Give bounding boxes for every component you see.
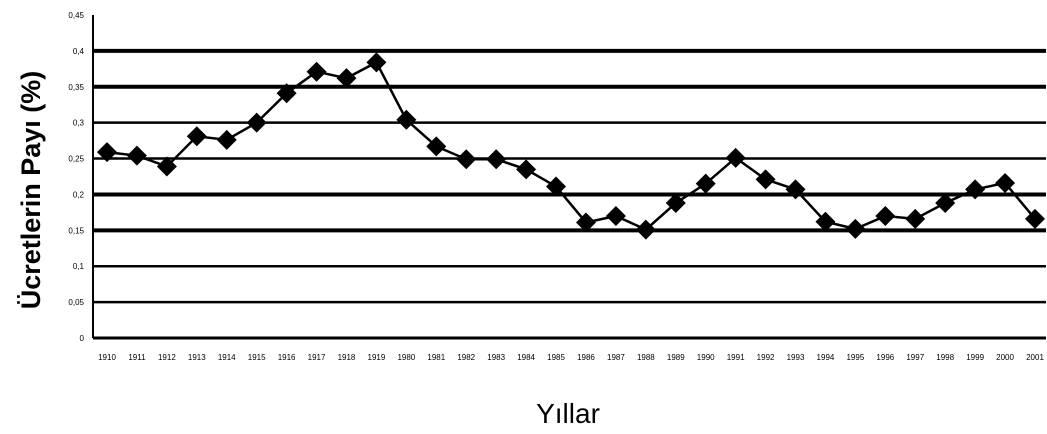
x-tick-label: 1991: [727, 353, 745, 362]
x-tick-label: 1918: [338, 353, 356, 362]
data-point-marker: [366, 52, 387, 73]
x-tick-labels: 1910 1911 1912 1913 1914 1915 1916 1917 1918 1919…: [98, 353, 1044, 362]
data-point-marker: [426, 136, 447, 157]
x-tick-label: 1997: [906, 353, 924, 362]
data-point-marker: [336, 68, 357, 89]
x-tick-label: 1910: [98, 353, 116, 362]
x-tick-label: 1915: [248, 353, 266, 362]
x-tick-label: 1995: [846, 353, 864, 362]
data-point-marker: [486, 149, 507, 170]
data-point-marker: [97, 142, 117, 163]
y-axis-label: Ücretlerin Payı (%): [16, 71, 46, 310]
x-tick-label: 1987: [607, 353, 625, 362]
data-point-marker: [725, 147, 746, 168]
data-point-marker: [216, 129, 237, 150]
x-tick-label: 1914: [218, 353, 236, 362]
data-point-marker: [1025, 208, 1045, 229]
x-tick-label: 1992: [757, 353, 775, 362]
data-point-marker: [605, 205, 626, 226]
x-tick-label: 1912: [158, 353, 176, 362]
x-tick-label: 1999: [966, 353, 984, 362]
data-point-marker: [156, 156, 177, 177]
data-point-marker: [276, 83, 297, 104]
x-tick-label: 2001: [1026, 353, 1044, 362]
y-tick-label: 0,4: [73, 47, 85, 56]
x-tick-label: 1994: [817, 353, 835, 362]
y-tick-label: 0,1: [73, 262, 85, 271]
x-tick-label: 1993: [787, 353, 805, 362]
y-tick-label: 0,35: [68, 83, 84, 92]
x-tick-label: 1989: [667, 353, 685, 362]
data-point-marker: [306, 61, 327, 82]
data-point-marker: [875, 205, 896, 226]
x-axis-label: Yıllar: [536, 398, 600, 429]
data-point-marker: [695, 173, 716, 194]
x-tick-label: 1980: [397, 353, 415, 362]
x-tick-label: 1998: [936, 353, 954, 362]
data-point-marker: [516, 159, 537, 180]
markers: [97, 52, 1045, 240]
data-point-marker: [665, 193, 686, 214]
x-tick-label: 1982: [457, 353, 475, 362]
data-point-marker: [755, 169, 776, 190]
data-point-marker: [546, 176, 567, 197]
data-point-marker: [785, 179, 806, 200]
x-tick-label: 1916: [278, 353, 296, 362]
data-point-marker: [126, 145, 147, 166]
data-point-marker: [575, 212, 596, 233]
x-tick-label: 1996: [876, 353, 894, 362]
data-point-marker: [186, 126, 207, 147]
data-point-marker: [246, 112, 267, 133]
x-tick-label: 1988: [637, 353, 655, 362]
gridlines: [93, 48, 1046, 304]
x-tick-label: 1911: [128, 353, 146, 362]
data-point-marker: [935, 193, 956, 214]
x-tick-label: 1917: [308, 353, 326, 362]
y-tick-label: 0,25: [68, 155, 84, 164]
data-point-marker: [845, 218, 866, 239]
data-point-marker: [396, 109, 417, 130]
y-tick-labels: 0 0,05 0,1 0,15 0,2 0,25 0,3 0,35 0,4 0,45: [68, 11, 84, 343]
data-point-marker: [815, 211, 836, 232]
y-tick-label: 0,3: [73, 119, 85, 128]
data-point-marker: [456, 149, 477, 170]
y-tick-label: 0,15: [68, 226, 84, 235]
data-point-marker: [905, 208, 926, 229]
y-tick-label: 0: [80, 334, 85, 343]
y-tick-label: 0,45: [68, 11, 84, 20]
axes: [92, 15, 1046, 340]
x-tick-label: 1981: [427, 353, 445, 362]
data-point-marker: [965, 179, 986, 200]
x-tick-label: 1919: [368, 353, 386, 362]
data-point-marker: [635, 219, 656, 240]
x-tick-label: 1986: [577, 353, 595, 362]
x-tick-label: 1913: [188, 353, 206, 362]
x-tick-label: 1990: [697, 353, 715, 362]
x-tick-label: 2000: [996, 353, 1014, 362]
x-tick-label: 1984: [517, 353, 535, 362]
y-tick-label: 0,05: [68, 298, 84, 307]
y-tick-label: 0,2: [73, 190, 85, 199]
x-tick-label: 1985: [547, 353, 565, 362]
x-tick-label: 1983: [487, 353, 505, 362]
data-point-marker: [995, 172, 1016, 193]
